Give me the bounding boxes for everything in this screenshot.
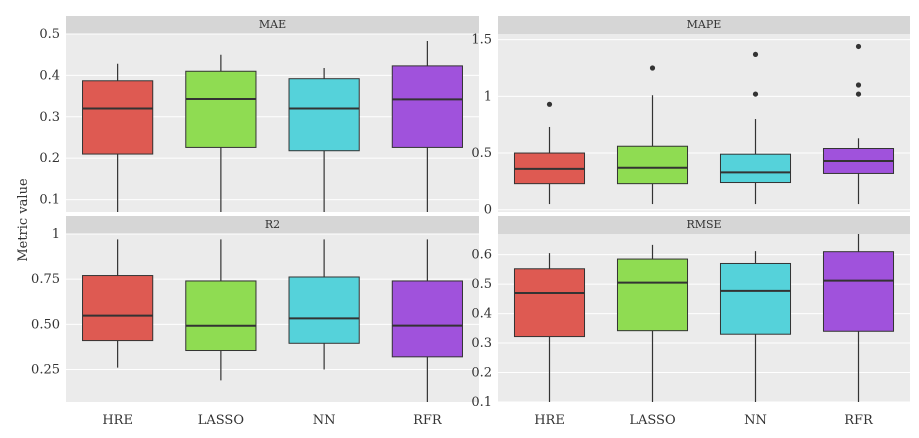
y-tick-label: 1.5 bbox=[471, 33, 492, 48]
box bbox=[391, 65, 463, 148]
y-tick-label: 0.6 bbox=[471, 248, 492, 263]
x-tick-label: HRE bbox=[102, 413, 133, 428]
y-tick-label: 0.5 bbox=[471, 277, 492, 292]
box bbox=[391, 280, 463, 358]
outlier-point bbox=[649, 65, 656, 71]
x-tick-label: NN bbox=[313, 413, 336, 428]
y-tick-label: 0.2 bbox=[471, 366, 492, 381]
y-tick-label: 0.1 bbox=[471, 395, 492, 410]
box bbox=[82, 275, 154, 342]
box bbox=[616, 258, 689, 332]
y-tick-label: 0.3 bbox=[39, 110, 60, 125]
box bbox=[288, 78, 360, 152]
x-tick-label: RFR bbox=[844, 413, 874, 428]
box bbox=[719, 153, 792, 184]
y-tick-label: 0.5 bbox=[471, 146, 492, 161]
panel-header bbox=[66, 16, 479, 34]
y-tick-label: 0 bbox=[484, 203, 492, 218]
panel-rmse: RMSE 0.1 0.2 0.3 0.4 0.5 0.6 HRE LASSO NN RFR bbox=[471, 216, 910, 428]
outlier-point bbox=[752, 51, 759, 58]
panel-title: MAE bbox=[259, 18, 286, 31]
y-tick-label: 0.4 bbox=[39, 68, 60, 83]
box bbox=[719, 262, 792, 335]
x-tick-label: RFR bbox=[413, 413, 443, 428]
panel-header bbox=[498, 216, 910, 234]
box bbox=[822, 251, 895, 332]
y-tick-label: 0.4 bbox=[471, 307, 492, 322]
outlier-point bbox=[855, 91, 862, 97]
outlier-point bbox=[546, 101, 553, 107]
y-axis-label: Metric value bbox=[16, 178, 31, 262]
panel-title: RMSE bbox=[686, 218, 721, 231]
x-tick-label: LASSO bbox=[629, 413, 675, 428]
y-tick-label: 0.2 bbox=[39, 151, 60, 166]
y-tick-label: 0.1 bbox=[39, 193, 60, 208]
x-tick-label: LASSO bbox=[198, 413, 244, 428]
panel-mae: MAE 0.1 0.2 0.3 0.4 0.5 bbox=[39, 16, 479, 212]
y-tick-label: 1 bbox=[484, 89, 492, 104]
outlier-point bbox=[855, 43, 862, 50]
x-tick-label: HRE bbox=[534, 413, 565, 428]
box bbox=[82, 80, 154, 155]
x-tick-label: NN bbox=[744, 413, 767, 428]
y-tick-label: 1 bbox=[52, 227, 60, 242]
box bbox=[185, 280, 257, 352]
panel-title: R2 bbox=[265, 218, 280, 231]
box bbox=[513, 268, 586, 338]
panel-r2: R2 0.25 0.50 0.75 1 HRE LASSO NN RFR bbox=[31, 216, 479, 428]
outlier-point bbox=[752, 91, 759, 97]
y-tick-label: 0.25 bbox=[31, 362, 60, 377]
y-tick-label: 0.75 bbox=[31, 272, 60, 287]
y-tick-label: 0.5 bbox=[39, 27, 60, 42]
panel-mape: MAPE 0 0.5 1 1.5 bbox=[471, 16, 910, 218]
box bbox=[185, 70, 257, 148]
panel-header bbox=[498, 16, 910, 34]
y-tick-label: 0.3 bbox=[471, 336, 492, 351]
outlier-point bbox=[855, 82, 862, 88]
box bbox=[616, 145, 689, 185]
y-tick-label: 0.50 bbox=[31, 317, 60, 332]
panel-title: MAPE bbox=[687, 18, 722, 31]
box bbox=[288, 276, 360, 344]
panel-header bbox=[66, 216, 479, 234]
